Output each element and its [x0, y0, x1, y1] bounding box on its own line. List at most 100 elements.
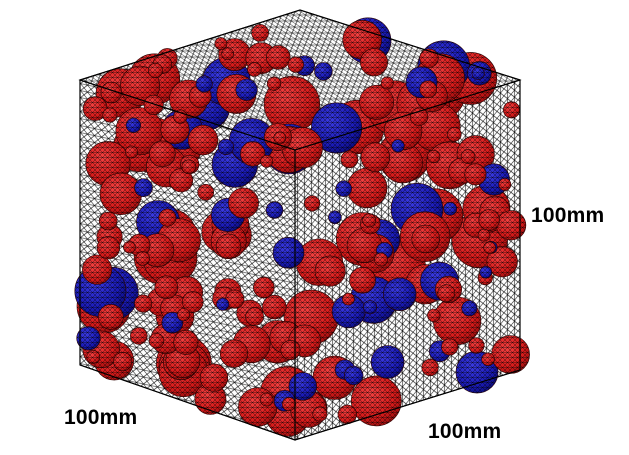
red-aggregate-sphere — [486, 246, 518, 278]
blue-aggregate-sphere — [363, 300, 378, 315]
sphere-mesh — [481, 352, 495, 366]
blue-aggregate-sphere — [344, 365, 364, 386]
red-aggregate-sphere — [427, 149, 441, 164]
red-aggregate-sphere — [219, 339, 249, 368]
sphere-mesh — [120, 66, 160, 106]
sphere-mesh — [266, 201, 283, 219]
sphere-mesh — [245, 307, 264, 326]
sphere-mesh — [273, 237, 304, 269]
red-aggregate-sphere — [374, 252, 388, 267]
red-aggregate-sphere — [214, 37, 228, 51]
sphere-mesh — [347, 228, 382, 263]
sphere-mesh — [76, 326, 101, 351]
sphere-mesh — [288, 372, 317, 401]
blue-aggregate-sphere — [265, 201, 284, 219]
sphere-mesh — [134, 178, 153, 197]
sphere-mesh — [359, 85, 394, 120]
sphere-mesh — [437, 284, 455, 302]
red-aggregate-sphere — [350, 375, 402, 427]
sphere-mesh — [161, 312, 183, 334]
blue-aggregate-sphere — [216, 297, 230, 311]
blue-aggregate-sphere — [161, 311, 184, 334]
red-aggregate-sphere — [173, 329, 199, 355]
red-aggregate-sphere — [82, 96, 108, 121]
sphere-mesh — [383, 277, 417, 311]
sphere-mesh — [347, 168, 387, 208]
red-aggregate-sphere — [498, 178, 512, 191]
sphere-mesh — [98, 304, 124, 330]
red-aggregate-sphere — [419, 80, 438, 99]
blue-aggregate-sphere — [134, 178, 153, 197]
sphere-mesh — [361, 142, 390, 172]
sphere-mesh — [253, 277, 275, 298]
red-aggregate-sphere — [359, 84, 395, 120]
sphere-mesh — [173, 330, 199, 355]
sphere-mesh — [266, 45, 291, 70]
cube-edge-outline — [79, 9, 521, 441]
red-aggregate-sphere — [478, 209, 500, 231]
sphere-mesh — [267, 76, 281, 91]
red-aggregate-sphere — [86, 350, 101, 364]
sphere-mesh — [220, 339, 248, 368]
red-aggregate-sphere — [215, 233, 242, 260]
red-aggregate-sphere — [123, 240, 136, 254]
red-aggregate-sphere — [421, 358, 439, 377]
sphere-mesh — [282, 397, 296, 411]
red-aggregate-sphere — [380, 76, 394, 90]
sphere-mesh — [312, 406, 328, 422]
sphere-mesh — [468, 337, 485, 354]
aggregate-spheres — [74, 17, 530, 437]
red-aggregate-sphere — [228, 187, 259, 219]
sphere-mesh — [218, 139, 234, 155]
sphere-mesh — [260, 155, 273, 168]
red-aggregate-sphere — [419, 48, 439, 68]
red-aggregate-sphere — [115, 107, 164, 156]
red-aggregate-sphere — [410, 107, 429, 126]
red-aggregate-sphere — [468, 337, 485, 354]
red-aggregate-sphere — [464, 163, 487, 186]
red-aggregate-sphere — [337, 404, 357, 425]
sphere-mesh — [328, 210, 342, 224]
blue-aggregate-sphere — [125, 117, 141, 133]
blue-aggregate-sphere — [272, 237, 305, 269]
red-aggregate-sphere — [187, 124, 219, 156]
red-aggregate-sphere — [197, 184, 214, 201]
sphere-mesh — [461, 149, 476, 164]
sphere-mesh — [464, 163, 487, 186]
red-aggregate-sphere — [382, 142, 423, 184]
blue-aggregate-sphere — [335, 180, 352, 197]
sphere-mesh — [443, 202, 457, 216]
blue-aggregate-sphere — [479, 265, 493, 279]
sphere-mesh — [148, 63, 163, 78]
sphere-mesh — [491, 335, 530, 374]
red-aggregate-sphere — [346, 167, 388, 209]
sphere-mesh — [479, 266, 492, 279]
sphere-mesh — [126, 118, 141, 133]
red-aggregate-sphere — [266, 76, 282, 91]
sphere-mesh — [344, 366, 364, 385]
sphere-mesh — [221, 47, 234, 60]
red-aggregate-sphere — [182, 291, 204, 313]
sphere-mesh — [100, 173, 142, 215]
red-aggregate-sphere — [225, 289, 245, 309]
sphere-mesh — [181, 159, 196, 174]
sphere-mesh — [374, 252, 388, 267]
red-aggregate-sphere — [238, 387, 278, 427]
red-aggregate-sphere — [253, 276, 275, 299]
red-aggregate-sphere — [98, 304, 124, 330]
sphere-mesh — [182, 291, 204, 313]
blue-aggregate-sphere — [328, 210, 342, 225]
sphere-mesh — [338, 405, 357, 424]
sphere-mesh — [262, 295, 287, 319]
sphere-mesh — [427, 150, 441, 163]
sphere-mesh — [441, 338, 458, 356]
sphere-mesh — [335, 180, 352, 197]
red-aggregate-sphere — [460, 149, 476, 164]
sphere-mesh — [154, 275, 178, 299]
red-aggregate-sphere — [273, 131, 287, 145]
sphere-mesh — [288, 56, 304, 73]
sphere-mesh — [411, 225, 440, 253]
red-aggregate-sphere — [346, 227, 383, 263]
sphere-mesh — [99, 212, 118, 230]
